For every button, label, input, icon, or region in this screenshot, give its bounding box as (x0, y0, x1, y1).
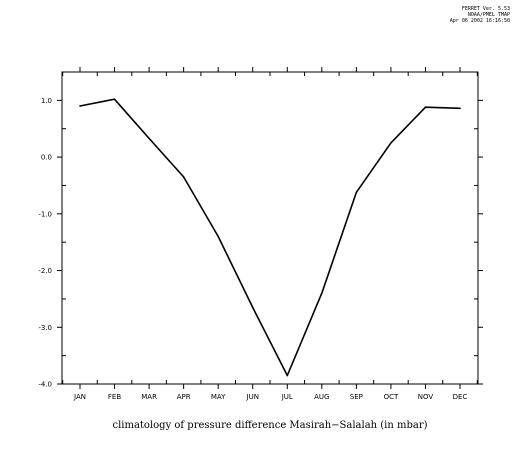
data-point-nov (424, 106, 427, 108)
data-point-dec (459, 107, 461, 110)
data-point-may (217, 235, 219, 238)
data-point-oct (390, 142, 392, 144)
x-tick-label: AUG (314, 393, 329, 401)
data-series (79, 98, 461, 377)
x-tick-label: OCT (384, 393, 399, 401)
data-point-jan (79, 105, 81, 107)
data-point-feb (113, 98, 116, 101)
ferret-date-stamp: Apr 06 2002 16:16:50 (450, 18, 510, 24)
ferret-version-stamp: FERRET Ver. 5.53 (462, 6, 510, 12)
data-point-aug (321, 292, 323, 295)
data-point-jul (286, 374, 289, 377)
y-tick-label: -3.0 (38, 324, 52, 332)
y-tick-label: -4.0 (38, 381, 52, 389)
y-tick-label: -1.0 (38, 210, 52, 218)
x-tick-label: APR (177, 393, 191, 401)
y-tick-label: 1.0 (41, 97, 52, 105)
data-point-apr (182, 176, 185, 178)
chart-caption: climatology of pressure difference Masir… (112, 420, 427, 431)
x-axis-tick-labels: JAN FEB MAR APR MAY JUN JUL AUG SEP OCT NOV DEC (73, 393, 467, 401)
y-axis-tick-labels: -4.0 -3.0 -2.0 -1.0 0.0 1.0 (38, 97, 52, 389)
x-tick-label: NOV (418, 393, 434, 401)
x-tick-label: MAY (211, 393, 226, 401)
data-point-sep (355, 191, 358, 194)
x-axis-ticks (62, 67, 478, 389)
ferret-org-stamp: NOAA/PMEL TMAP (468, 12, 510, 18)
x-tick-label: JAN (73, 393, 86, 401)
x-tick-label: DEC (453, 393, 468, 401)
data-point-mar (148, 137, 150, 140)
series-line (79, 98, 461, 377)
y-axis-ticks (57, 99, 483, 385)
plot-frame (61, 71, 479, 385)
x-tick-label: MAR (141, 393, 157, 401)
x-tick-label: JUL (281, 393, 293, 401)
data-point-jun (251, 306, 254, 309)
y-tick-label: 0.0 (41, 154, 52, 162)
x-tick-label: JUN (246, 393, 259, 401)
x-tick-label: SEP (350, 393, 363, 401)
y-tick-label: -2.0 (38, 267, 52, 275)
x-tick-label: FEB (108, 393, 121, 401)
